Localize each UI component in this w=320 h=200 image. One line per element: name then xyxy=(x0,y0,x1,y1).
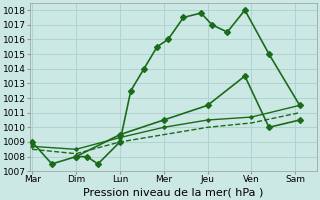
X-axis label: Pression niveau de la mer( hPa ): Pression niveau de la mer( hPa ) xyxy=(84,187,264,197)
